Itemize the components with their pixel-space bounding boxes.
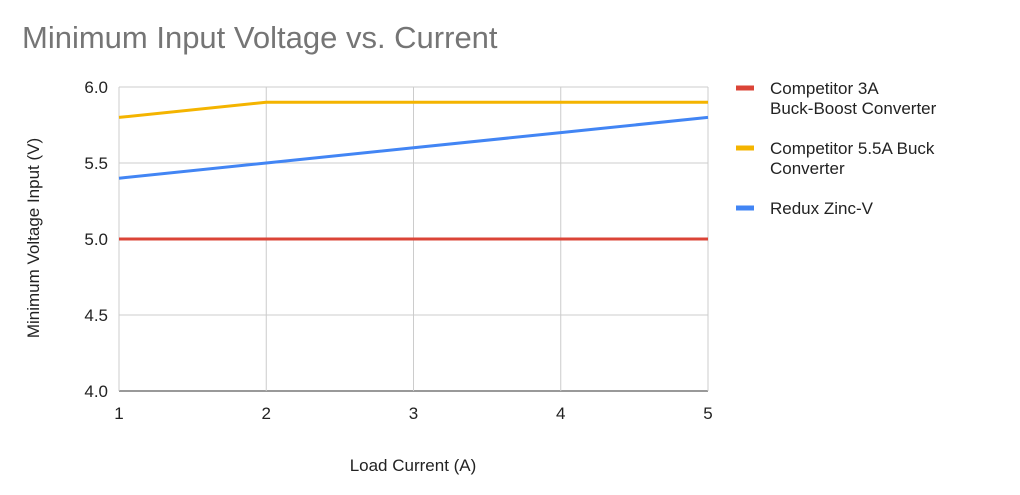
legend-label: Buck-Boost Converter (770, 99, 937, 118)
chart-title: Minimum Input Voltage vs. Current (22, 20, 498, 55)
y-tick-label: 5.5 (84, 154, 108, 173)
y-tick-label: 5.0 (84, 230, 108, 249)
y-axis-title: Minimum Voltage Input (V) (24, 138, 43, 338)
x-axis-title: Load Current (A) (350, 456, 477, 475)
legend-label: Redux Zinc-V (770, 199, 874, 218)
legend-item: Redux Zinc-V (736, 199, 874, 218)
legend-label: Competitor 5.5A Buck (770, 139, 935, 158)
x-tick-label: 2 (262, 404, 271, 423)
legend-swatch (736, 205, 754, 211)
x-tick-label: 4 (556, 404, 565, 423)
series-line-1 (118, 100, 708, 119)
legend-swatch (736, 145, 754, 151)
series-line-2 (118, 115, 709, 180)
x-tick-label: 5 (703, 404, 712, 423)
y-tick-label: 6.0 (84, 78, 108, 97)
legend-label: Competitor 3A (770, 79, 879, 98)
y-tick-label: 4.0 (84, 382, 108, 401)
x-axis-ticks: 1 2 3 4 5 (114, 404, 712, 423)
legend-swatch (736, 85, 754, 91)
y-tick-label: 4.5 (84, 306, 108, 325)
x-tick-label: 3 (409, 404, 418, 423)
plot-area (118, 100, 709, 241)
legend-label: Converter (770, 159, 845, 178)
x-tick-label: 1 (114, 404, 123, 423)
y-axis-ticks: 4.0 4.5 5.0 5.5 6.0 (84, 78, 108, 401)
